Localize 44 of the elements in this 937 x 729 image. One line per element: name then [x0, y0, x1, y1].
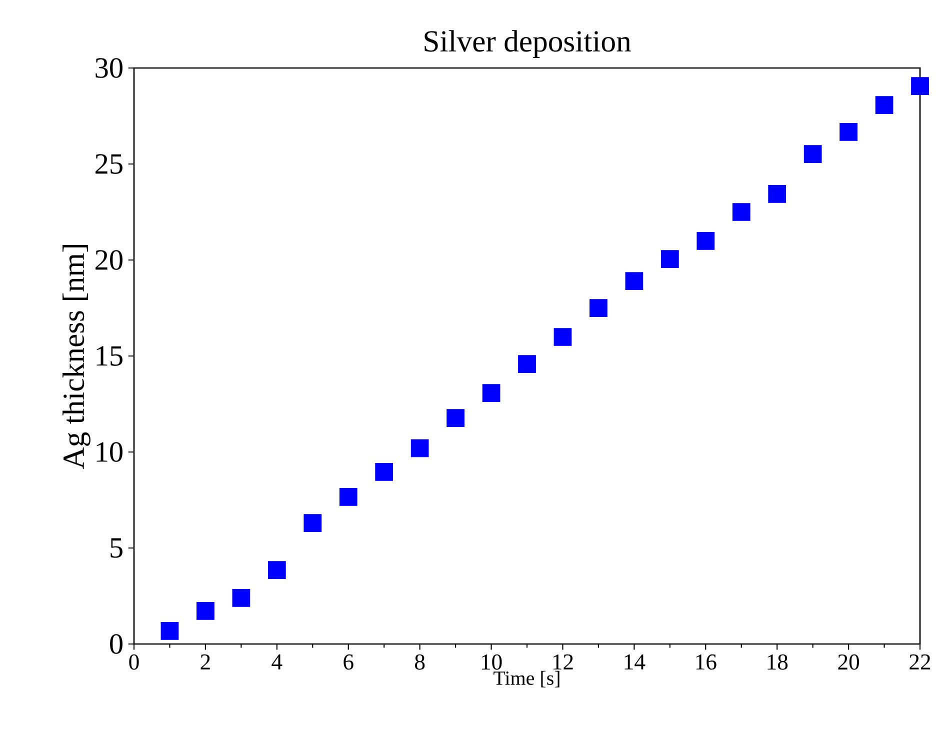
y-tick-label: 10 — [96, 442, 122, 462]
x-tick-label: 18 — [768, 654, 788, 670]
x-tick-label: 0 — [129, 654, 139, 670]
y-tick-label: 5 — [110, 538, 122, 558]
y-tick-label: 15 — [96, 346, 122, 366]
point — [232, 588, 250, 607]
point — [804, 145, 822, 163]
x-tick-label: 22 — [910, 654, 930, 670]
point — [518, 355, 536, 374]
point — [196, 602, 214, 620]
y-tick-label: 30 — [96, 58, 122, 78]
chart-title: Silver deposition — [424, 30, 631, 58]
x-tick-label: 10 — [482, 654, 502, 670]
x-tick-label: 6 — [344, 654, 354, 670]
point — [696, 232, 715, 250]
point — [625, 272, 644, 290]
point — [446, 409, 464, 427]
point — [375, 463, 394, 481]
x-tick-label: 2 — [200, 654, 210, 670]
x-tick-label: 8 — [415, 654, 425, 670]
point — [554, 328, 572, 346]
x-axis-title: Time [s] — [494, 670, 560, 688]
point — [768, 185, 786, 203]
y-tick-label: 20 — [96, 250, 122, 270]
point — [875, 96, 894, 114]
point — [732, 203, 750, 221]
point — [304, 514, 322, 532]
point — [339, 488, 358, 506]
point — [160, 622, 179, 640]
x-tick-label: 4 — [272, 654, 282, 670]
point — [590, 299, 608, 317]
y-tick-label: 25 — [96, 154, 122, 174]
point — [410, 439, 429, 458]
x-tick-label: 12 — [553, 654, 573, 670]
point — [911, 77, 929, 95]
x-tick-label: 14 — [624, 654, 646, 670]
y-axis-title: Ag thickness [nm] — [62, 244, 90, 469]
point — [268, 561, 286, 580]
x-tick-label: 16 — [696, 654, 716, 670]
point — [660, 250, 679, 268]
point — [840, 123, 858, 141]
y-tick-label: 0 — [110, 634, 122, 654]
point — [482, 384, 500, 402]
x-tick-label: 20 — [838, 654, 860, 670]
